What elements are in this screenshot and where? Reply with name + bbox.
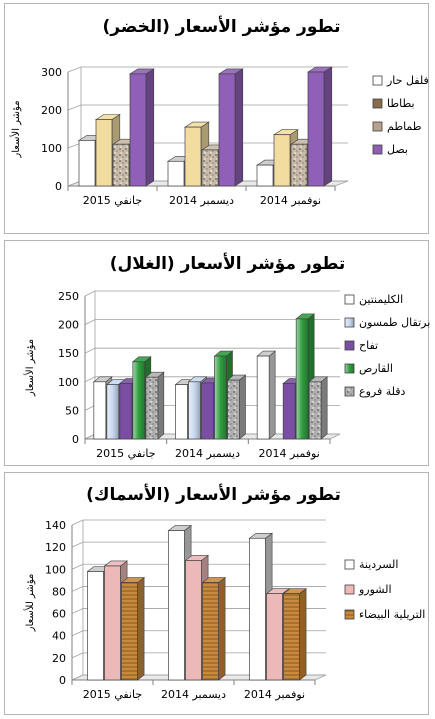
legend-label: الكليمنتين	[359, 293, 403, 306]
y-tick-label: 120	[45, 541, 66, 554]
y-tick-label: 100	[41, 142, 62, 155]
y-tick-label: 100	[58, 376, 79, 389]
fruits-chart-panel: تطور مؤشر الأسعار (الغلال) 0 50 100 150 200 25…	[4, 240, 430, 466]
bar	[145, 371, 165, 440]
y-tick-label: 200	[41, 104, 62, 117]
legend-label: بطاطا	[387, 97, 415, 110]
x-category-label: نوفمبر 2014	[244, 688, 305, 701]
chart-svg: تطور مؤشر الأسعار (الأسماك) 0 20 40 60 80 100 1…	[23, 484, 425, 701]
legend-label: القارص	[359, 362, 393, 375]
legend-label: فلفل حار	[386, 74, 429, 87]
y-tick-label: 50	[65, 404, 79, 417]
legend-swatch	[344, 294, 355, 305]
legend-label: تفاح	[359, 339, 378, 352]
bar	[217, 68, 244, 187]
bar	[128, 68, 155, 187]
chart-title: تطور مؤشر الأسعار (الغلال)	[110, 253, 346, 274]
y-tick-label: 40	[52, 630, 66, 643]
chart-title: تطور مؤشر الأسعار (الأسماك)	[86, 484, 341, 505]
legend-swatch	[344, 340, 355, 351]
vegetables-chart-panel: تطور مؤشر الأسعار (الخضر) 0 100 200 300 مؤشر …	[4, 3, 429, 234]
y-tick-label: 200	[58, 319, 79, 332]
legend-label: بصل	[387, 143, 408, 156]
y-axis-label: مؤشر الأسعار	[23, 339, 36, 397]
legend-swatch	[344, 386, 355, 397]
y-tick-label: 80	[52, 585, 66, 598]
chart-title: تطور مؤشر الأسعار (الخضر)	[103, 16, 341, 37]
legend-swatch	[344, 609, 355, 620]
legend-swatch	[372, 75, 383, 86]
x-category-label: ديسمبر 2014	[175, 447, 240, 460]
gridline	[71, 519, 326, 526]
gridline	[67, 66, 348, 73]
chart-svg: تطور مؤشر الأسعار (الخضر) 0 100 200 300 مؤشر …	[9, 16, 429, 207]
x-category-label: ديسمبر 2014	[169, 194, 234, 207]
legend-swatch	[344, 584, 355, 595]
y-tick-label: 60	[52, 608, 66, 621]
legend-label: الشورو	[358, 583, 392, 596]
gridline	[67, 104, 348, 111]
y-tick-label: 140	[45, 519, 66, 532]
x-category-label: جانفي 2015	[83, 688, 142, 701]
y-tick-label: 300	[41, 66, 62, 79]
gridline	[71, 541, 326, 548]
legend-swatch	[372, 121, 383, 132]
legend-swatch	[372, 144, 383, 155]
y-tick-label: 0	[59, 674, 66, 687]
x-category-label: جانفي 2015	[83, 194, 142, 207]
x-category-label: نوفمبر 2014	[259, 447, 320, 460]
y-axis-label: مؤشر الأسعار	[9, 100, 22, 158]
x-category-label: ديسمبر 2014	[161, 688, 226, 701]
y-tick-label: 0	[55, 180, 62, 193]
y-tick-label: 20	[52, 652, 66, 665]
fish-chart-panel: تطور مؤشر الأسعار (الأسماك) 0 20 40 60 80 100 1…	[4, 472, 429, 715]
y-tick-label: 0	[72, 433, 79, 446]
chart-svg: تطور مؤشر الأسعار (الغلال) 0 50 100 150 200 25…	[23, 253, 430, 460]
legend-swatch	[344, 363, 355, 374]
legend-label: التريلية البيضاء	[359, 608, 425, 621]
bar	[120, 576, 145, 681]
legend-label: دقلة فروع	[359, 385, 405, 398]
bar	[201, 576, 226, 681]
gridline	[84, 290, 340, 297]
legend-label: السردينة	[359, 558, 398, 571]
legend-swatch	[372, 98, 383, 109]
bar	[282, 588, 307, 681]
bar	[308, 376, 328, 440]
legend-label: طماطم	[387, 120, 422, 133]
y-tick-label: 150	[58, 347, 79, 360]
legend-label: برتقال طمسون	[359, 316, 430, 329]
legend-swatch	[344, 317, 355, 328]
x-category-label: نوفمبر 2014	[260, 194, 321, 207]
y-tick-label: 100	[45, 563, 66, 576]
bar	[226, 374, 247, 440]
y-axis-label: مؤشر للأسعار	[23, 574, 36, 633]
y-tick-label: 250	[58, 290, 79, 303]
bar	[256, 350, 276, 440]
x-category-label: جانفي 2015	[96, 447, 155, 460]
legend-swatch	[344, 559, 355, 570]
bar	[306, 66, 333, 187]
